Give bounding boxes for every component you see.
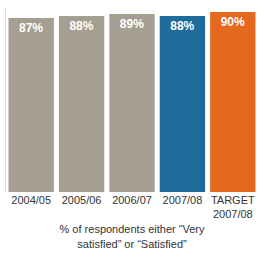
svg-text:87%: 87% <box>19 21 43 35</box>
svg-text:% of respondents either “Verys: % of respondents either “Verysatisfied” … <box>60 223 205 249</box>
svg-text:89%: 89% <box>120 17 144 31</box>
svg-text:TARGET2007/08: TARGET2007/08 <box>211 194 255 220</box>
svg-text:88%: 88% <box>170 19 194 33</box>
svg-text:2004/05: 2004/05 <box>11 194 51 206</box>
svg-text:2007/08: 2007/08 <box>163 194 203 206</box>
svg-text:2006/07: 2006/07 <box>112 194 152 206</box>
svg-text:88%: 88% <box>69 19 93 33</box>
svg-text:90%: 90% <box>221 15 245 29</box>
svg-text:2005/06: 2005/06 <box>62 194 102 206</box>
